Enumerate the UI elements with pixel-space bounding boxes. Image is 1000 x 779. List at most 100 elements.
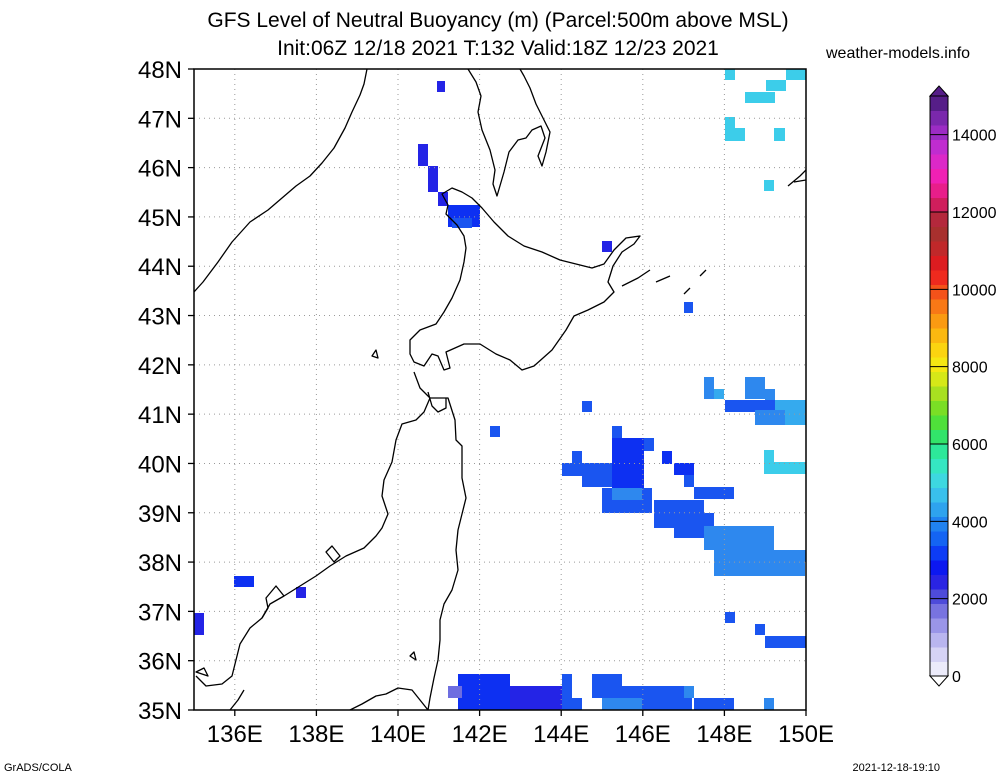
buoyancy-cell bbox=[766, 80, 786, 91]
colorbar-swatch bbox=[930, 183, 948, 198]
lon-label: 142E bbox=[452, 721, 508, 748]
buoyancy-cell bbox=[774, 128, 785, 141]
colorbar-swatch bbox=[930, 603, 948, 619]
lat-label: 35N bbox=[138, 698, 182, 725]
buoyancy-cell bbox=[612, 438, 644, 488]
buoyancy-cell bbox=[765, 389, 775, 402]
lat-label: 38N bbox=[138, 550, 182, 577]
buoyancy-cell bbox=[438, 192, 448, 206]
buoyancy-cell bbox=[572, 698, 582, 710]
colorbar-swatch bbox=[930, 197, 948, 213]
footer-software: GrADS/COLA bbox=[4, 762, 72, 774]
buoyancy-cell bbox=[745, 92, 775, 103]
colorbar-swatch bbox=[930, 270, 948, 285]
colorbar-label: 8000 bbox=[952, 360, 988, 377]
source-credit: weather-models.info bbox=[826, 45, 971, 62]
buoyancy-cell bbox=[572, 451, 582, 463]
colorbar-swatch bbox=[930, 444, 948, 459]
colorbar-swatch bbox=[930, 531, 948, 546]
map-title: GFS Level of Neutral Buoyancy (m) (Parce… bbox=[207, 9, 789, 32]
buoyancy-cell bbox=[662, 451, 672, 464]
lon-label: 138E bbox=[288, 721, 344, 748]
map-axes: 136E 138E 140E 142E 144E 146E 148E 150E 35N 36N 37… bbox=[138, 57, 834, 748]
colorbar-label: 6000 bbox=[952, 437, 988, 454]
colorbar-swatch bbox=[930, 502, 948, 517]
lat-label: 41N bbox=[138, 402, 182, 429]
buoyancy-cell bbox=[725, 400, 775, 412]
lat-label: 48N bbox=[138, 57, 182, 84]
lon-label: 144E bbox=[533, 721, 589, 748]
buoyancy-cell bbox=[458, 674, 510, 710]
buoyancy-cell bbox=[582, 401, 592, 412]
colorbar-swatch bbox=[930, 299, 948, 314]
colorbar-swatch bbox=[930, 139, 948, 155]
buoyancy-cell bbox=[694, 487, 734, 499]
colorbar-swatch bbox=[930, 212, 948, 227]
coastlines bbox=[194, 69, 806, 710]
buoyancy-cell bbox=[694, 698, 734, 710]
lat-lon-gridlines bbox=[194, 69, 807, 710]
colorbar-swatch bbox=[930, 357, 948, 372]
colorbar-min-arrow bbox=[928, 675, 950, 687]
colorbar-swatch bbox=[930, 661, 948, 677]
colorbar-swatch bbox=[930, 386, 948, 401]
buoyancy-cell bbox=[755, 624, 765, 635]
buoyancy-cell bbox=[562, 674, 572, 710]
buoyancy-cell bbox=[755, 410, 785, 425]
buoyancy-cell bbox=[764, 698, 774, 710]
buoyancy-cell bbox=[765, 636, 806, 648]
lat-label: 45N bbox=[138, 205, 182, 232]
colorbar-max-arrow bbox=[928, 85, 950, 97]
buoyancy-cell bbox=[602, 698, 642, 710]
buoyancy-cell bbox=[418, 144, 428, 166]
colorbar-swatch bbox=[930, 458, 948, 474]
buoyancy-cell bbox=[725, 69, 735, 80]
lat-label: 47N bbox=[138, 106, 182, 133]
colorbar-label: 2000 bbox=[952, 592, 988, 609]
lat-label: 40N bbox=[138, 451, 182, 478]
buoyancy-cell bbox=[704, 377, 714, 399]
buoyancy-cell bbox=[786, 69, 806, 80]
buoyancy-field bbox=[194, 69, 806, 710]
buoyancy-cell bbox=[510, 686, 562, 710]
lat-label: 37N bbox=[138, 599, 182, 626]
buoyancy-cell bbox=[684, 475, 694, 487]
colorbar-label: 0 bbox=[952, 669, 961, 686]
colorbar-swatch bbox=[930, 487, 948, 503]
colorbar-swatch bbox=[930, 560, 948, 575]
colorbar-swatch bbox=[930, 342, 948, 358]
buoyancy-cell bbox=[428, 166, 438, 192]
colorbar-swatch bbox=[930, 647, 948, 662]
colorbar-label: 12000 bbox=[952, 205, 997, 222]
buoyancy-cell bbox=[602, 241, 612, 252]
colorbar-swatch bbox=[930, 632, 948, 648]
buoyancy-cell bbox=[796, 550, 806, 562]
colorbar-label: 14000 bbox=[952, 128, 997, 145]
colorbar-swatch bbox=[930, 429, 948, 445]
buoyancy-cell bbox=[562, 463, 612, 476]
lon-label: 146E bbox=[615, 721, 671, 748]
colorbar-swatch bbox=[930, 328, 948, 343]
buoyancy-cell bbox=[674, 463, 694, 475]
colorbar-swatch bbox=[930, 618, 948, 633]
footer-timestamp: 2021-12-18-19:10 bbox=[852, 762, 940, 774]
buoyancy-cell bbox=[490, 426, 500, 437]
buoyancy-cell bbox=[296, 587, 306, 598]
colorbar-label: 10000 bbox=[952, 282, 997, 299]
buoyancy-cell bbox=[612, 426, 622, 438]
buoyancy-cell bbox=[714, 389, 724, 399]
buoyancy-cell bbox=[448, 686, 462, 698]
colorbar-swatch bbox=[930, 226, 948, 242]
colorbar: 0 2000 4000 6000 8000 10000 12000 14000 bbox=[928, 85, 997, 687]
colorbar-swatch bbox=[930, 545, 948, 561]
colorbar-swatch bbox=[930, 400, 948, 416]
colorbar-swatch bbox=[930, 574, 948, 590]
colorbar-swatch bbox=[930, 284, 948, 300]
lat-label: 44N bbox=[138, 254, 182, 281]
lon-label: 148E bbox=[696, 721, 752, 748]
lat-label: 42N bbox=[138, 353, 182, 380]
buoyancy-cell bbox=[452, 218, 472, 228]
colorbar-swatch bbox=[930, 96, 948, 111]
buoyancy-cell bbox=[725, 612, 735, 623]
